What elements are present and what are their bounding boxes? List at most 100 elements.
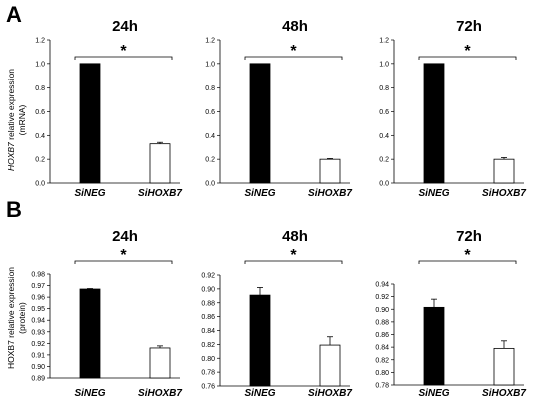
chart-a-72h-ytick-label-0: 0.0 bbox=[379, 181, 389, 188]
chart-b-24h-title: 24h bbox=[112, 228, 138, 245]
chart-a-24h-ytick-label-1: 0.2 bbox=[35, 157, 45, 164]
chart-a-24h-significance-bracket bbox=[74, 56, 173, 60]
chart-b-72h-ytick-label-7: 0.92 bbox=[375, 294, 389, 301]
y-axis-label-protein-line2: (protein) bbox=[17, 302, 27, 334]
charts-container: 24h 0.0 0.2 0.4 0.6 0.8 1.0 1.2 SiNEG SiHOXB7 * 48h… bbox=[31, 18, 526, 399]
chart-a-48h-ytick-label-0: 0.0 bbox=[205, 181, 215, 188]
chart-b-72h-ytick-label-2: 0.82 bbox=[375, 357, 389, 364]
chart-b-24h-bar-SiNEG bbox=[79, 288, 101, 379]
chart-b-24h-ytick-label-3: 0.92 bbox=[31, 341, 45, 348]
chart-b-48h-bar-SiNEG bbox=[249, 294, 271, 387]
chart-a-72h-ytick-label-3: 0.6 bbox=[379, 109, 389, 116]
chart-a-48h-category-SiNEG: SiNEG bbox=[244, 188, 275, 199]
chart-a-24h-category-SiHOXB7: SiHOXB7 bbox=[138, 188, 182, 199]
chart-b-48h-category-SiHOXB7: SiHOXB7 bbox=[308, 388, 352, 399]
chart-a-72h-significance-mark: * bbox=[464, 43, 471, 60]
chart-a-48h-ytick-label-1: 0.2 bbox=[205, 157, 215, 164]
chart-b-24h-ytick-label-0: 0.89 bbox=[31, 376, 45, 383]
y-axis-label-mrna-line1: HOXB7 relative expression bbox=[6, 69, 16, 171]
chart-b-72h-ytick-label-5: 0.88 bbox=[375, 319, 389, 326]
chart-a-24h-title: 24h bbox=[112, 18, 138, 35]
chart-b-48h-category-SiNEG: SiNEG bbox=[244, 388, 275, 399]
chart-b-24h-ytick-label-2: 0.91 bbox=[31, 352, 45, 359]
y-axis-label-mrna-line2: (mRNA) bbox=[17, 104, 27, 135]
chart-b-72h-category-SiHOXB7: SiHOXB7 bbox=[482, 388, 526, 399]
chart-a-48h-ytick-label-2: 0.4 bbox=[205, 133, 215, 140]
chart-a-72h-ytick-label-2: 0.4 bbox=[379, 133, 389, 140]
chart-b-48h-bar-SiHOXB7 bbox=[319, 344, 341, 387]
chart-a-48h-ytick-label-6: 1.2 bbox=[205, 38, 215, 45]
panel-letter-a: A bbox=[6, 2, 22, 27]
chart-b-48h-significance-bracket bbox=[244, 260, 343, 264]
chart-a-48h-significance-bracket bbox=[244, 56, 343, 60]
chart-b-72h-category-SiNEG: SiNEG bbox=[418, 388, 449, 399]
chart-a-24h-ytick-label-3: 0.6 bbox=[35, 109, 45, 116]
chart-b-72h-ytick-label-8: 0.94 bbox=[375, 282, 389, 289]
chart-b-48h-ytick-label-3: 0.82 bbox=[201, 342, 215, 349]
chart-a-72h-bar-SiHOXB7 bbox=[493, 158, 515, 184]
chart-a-24h-ytick-label-6: 1.2 bbox=[35, 38, 45, 45]
chart-b-24h-significance-bracket bbox=[74, 260, 173, 264]
chart-a-24h-category-SiNEG: SiNEG bbox=[74, 188, 105, 199]
chart-a-24h-ytick-label-5: 1.0 bbox=[35, 61, 45, 68]
chart-a-72h-ytick-label-5: 1.0 bbox=[379, 61, 389, 68]
chart-b-24h-ytick-label-5: 0.94 bbox=[31, 318, 45, 325]
chart-a-72h-ytick-label-1: 0.2 bbox=[379, 157, 389, 164]
chart-b-48h-ytick-label-1: 0.78 bbox=[201, 370, 215, 377]
chart-b-72h-ytick-label-0: 0.78 bbox=[375, 383, 389, 390]
chart-b-24h-ytick-label-4: 0.93 bbox=[31, 329, 45, 336]
chart-b-24h-bar-SiHOXB7 bbox=[149, 347, 171, 379]
chart-a-72h-category-SiHOXB7: SiHOXB7 bbox=[482, 188, 526, 199]
chart-b-72h-ytick-label-6: 0.90 bbox=[375, 307, 389, 314]
chart-a-24h-bar-SiNEG bbox=[79, 63, 101, 184]
y-axis-label-gene: HOXB7 bbox=[6, 142, 16, 171]
chart-b-24h-significance-mark: * bbox=[120, 247, 127, 264]
y-axis-label-rest: relative expression bbox=[6, 69, 16, 143]
chart-b-24h-category-SiNEG: SiNEG bbox=[74, 388, 105, 399]
chart-b-48h-ytick-label-8: 0.92 bbox=[201, 273, 215, 280]
chart-b-24h-ytick-label-1: 0.90 bbox=[31, 364, 45, 371]
chart-b-72h-significance-mark: * bbox=[464, 247, 471, 264]
chart-b-48h-ytick-label-5: 0.86 bbox=[201, 314, 215, 321]
chart-a-72h-ytick-label-4: 0.8 bbox=[379, 85, 389, 92]
chart-b-72h-ytick-label-1: 0.80 bbox=[375, 370, 389, 377]
chart-b-72h-bar-SiNEG bbox=[423, 306, 445, 386]
chart-b-48h-ytick-label-0: 0.76 bbox=[201, 384, 215, 391]
chart-b-48h-ytick-label-7: 0.90 bbox=[201, 286, 215, 293]
chart-b-24h-category-SiHOXB7: SiHOXB7 bbox=[138, 388, 182, 399]
chart-a-48h-ytick-label-5: 1.0 bbox=[205, 61, 215, 68]
chart-a-72h-bar-SiNEG bbox=[423, 63, 445, 184]
chart-b-24h-ytick-label-9: 0.98 bbox=[31, 272, 45, 279]
chart-b-72h-title: 72h bbox=[456, 228, 482, 245]
chart-a-24h-ytick-label-2: 0.4 bbox=[35, 133, 45, 140]
chart-b-24h-ytick-label-7: 0.96 bbox=[31, 295, 45, 302]
chart-b-48h-ytick-label-4: 0.84 bbox=[201, 328, 215, 335]
panel-letter-b: B bbox=[6, 197, 22, 222]
chart-a-24h-ytick-label-0: 0.0 bbox=[35, 181, 45, 188]
chart-a-24h-significance-mark: * bbox=[120, 43, 127, 60]
chart-b-72h-significance-bracket bbox=[418, 260, 517, 264]
chart-a-24h-bar-SiHOXB7 bbox=[149, 143, 171, 184]
chart-b-24h-ytick-label-6: 0.95 bbox=[31, 306, 45, 313]
chart-a-72h-significance-bracket bbox=[418, 56, 517, 60]
chart-a-48h-significance-mark: * bbox=[290, 43, 297, 60]
chart-a-48h-bar-SiHOXB7 bbox=[319, 158, 341, 184]
chart-a-72h-title: 72h bbox=[456, 18, 482, 35]
chart-a-48h-ytick-label-3: 0.6 bbox=[205, 109, 215, 116]
chart-b-48h-ytick-label-2: 0.80 bbox=[201, 356, 215, 363]
chart-b-48h-ytick-label-6: 0.88 bbox=[201, 300, 215, 307]
chart-b-72h-bar-SiHOXB7 bbox=[493, 347, 515, 386]
chart-b-72h-ytick-label-3: 0.84 bbox=[375, 345, 389, 352]
chart-a-48h-category-SiHOXB7: SiHOXB7 bbox=[308, 188, 352, 199]
chart-a-48h-title: 48h bbox=[282, 18, 308, 35]
chart-b-48h-title: 48h bbox=[282, 228, 308, 245]
chart-b-48h-significance-mark: * bbox=[290, 247, 297, 264]
chart-a-72h-category-SiNEG: SiNEG bbox=[418, 188, 449, 199]
chart-a-24h-ytick-label-4: 0.8 bbox=[35, 85, 45, 92]
chart-a-72h-ytick-label-6: 1.2 bbox=[379, 38, 389, 45]
chart-b-24h-ytick-label-8: 0.97 bbox=[31, 283, 45, 290]
chart-a-48h-ytick-label-4: 0.8 bbox=[205, 85, 215, 92]
y-axis-label-protein-line1: HOXB7 relative expression bbox=[6, 267, 16, 369]
chart-a-48h-bar-SiNEG bbox=[249, 63, 271, 184]
